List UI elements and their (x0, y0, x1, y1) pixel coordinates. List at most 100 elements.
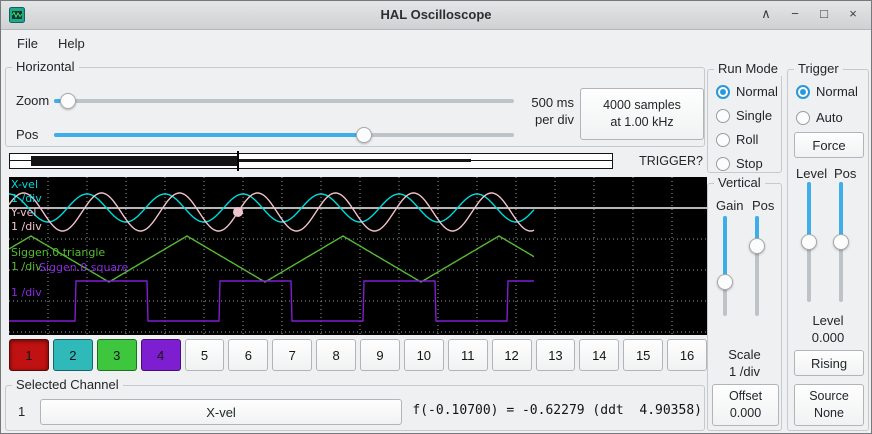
channel-button-4[interactable]: 4 (140, 339, 181, 371)
runmode-single-radio[interactable]: Single (716, 108, 772, 123)
titlebar[interactable]: HAL Oscilloscope ∧ − □ × (1, 1, 871, 30)
horizontal-group-title: Horizontal (12, 59, 79, 74)
maximize-icon[interactable]: □ (820, 6, 828, 21)
app-icon (9, 7, 25, 23)
channel-button-9[interactable]: 9 (360, 339, 400, 371)
trigger-auto-radio[interactable]: Auto (796, 110, 843, 125)
waveform-marker-dot[interactable] (233, 207, 243, 217)
vertical-gain-slider-handle[interactable] (717, 274, 733, 290)
menu-help[interactable]: Help (57, 35, 85, 51)
pos-slider-fill (54, 133, 364, 137)
trigger-source-label: Source (809, 389, 849, 403)
record-overview-bar[interactable] (9, 151, 613, 171)
scope-canvas (8, 177, 707, 335)
zoom-label: Zoom (16, 93, 50, 108)
zoom-slider-handle[interactable] (60, 93, 76, 109)
trigger-group: Trigger Normal Auto Force Level Pos Leve… (787, 61, 869, 431)
vertical-scale-value: 1 /div (728, 364, 761, 379)
window-controls: ∧ − □ × (758, 6, 861, 22)
radio-label: Auto (816, 110, 843, 125)
channel-button-12[interactable]: 12 (491, 339, 532, 371)
trigger-pos-label: Pos (834, 166, 857, 181)
runmode-stop-radio[interactable]: Stop (716, 156, 763, 171)
samples-button[interactable]: 4000 samples at 1.00 kHz (580, 88, 704, 140)
trigger-level-label: Level (796, 166, 828, 181)
overview-view-extent (238, 159, 471, 162)
vertical-gain-slider-fill (723, 216, 727, 282)
trigger-level-slider[interactable] (800, 182, 818, 302)
channel-button-14[interactable]: 14 (579, 339, 620, 371)
selected-channel-group: Selected Channel 1 X-vel f(-0.10700) = -… (5, 377, 705, 431)
radio-icon (716, 156, 730, 171)
trigger-pos-slider-handle[interactable] (833, 234, 849, 250)
minimize-icon[interactable]: − (791, 6, 799, 21)
channel-button-row: 1 2 3 4 5 6 7 8 9 10 11 12 13 14 15 16 (9, 339, 707, 371)
timebase-readout: 500 ms per div (510, 94, 574, 128)
channel-button-6[interactable]: 6 (228, 339, 269, 371)
vertical-group: Vertical Gain Pos Scale 1 /div Offset 0.… (707, 175, 782, 431)
vertical-offset-value: 0.000 (729, 406, 762, 420)
pos-slider-handle[interactable] (356, 127, 372, 143)
trigger-level-readout-label: Level (812, 313, 844, 328)
trigger-level-readout: Level 0.000 (788, 312, 868, 346)
trigger-source-button[interactable]: Source None (794, 384, 864, 426)
scope-label: Siggen.0.square (39, 261, 129, 274)
trigger-status-label: TRIGGER? (639, 154, 703, 168)
channel-source-button[interactable]: X-vel (40, 399, 402, 425)
vertical-pos-slider-handle[interactable] (749, 238, 765, 254)
trigger-level-readout-value: 0.000 (811, 330, 845, 345)
radio-label: Normal (816, 84, 858, 99)
window-title: HAL Oscilloscope (380, 7, 492, 22)
pos-label: Pos (16, 127, 39, 142)
waveform-Siggen.0.square (9, 280, 534, 322)
trigger-pos-slider[interactable] (832, 182, 850, 302)
vertical-pos-slider-fill (755, 216, 759, 246)
scope-label: 1 /div (11, 192, 42, 205)
radio-label: Roll (736, 132, 759, 147)
scope-display[interactable]: X-vel 1 /div Y-vel 1 /div Siggen.0.triangle 1… (8, 177, 707, 335)
channel-button-3[interactable]: 3 (96, 339, 137, 371)
vertical-offset-button[interactable]: Offset 0.000 (712, 384, 779, 426)
overview-position-marker[interactable] (237, 151, 239, 171)
menu-file[interactable]: File (17, 35, 38, 51)
channel-button-5[interactable]: 5 (184, 339, 225, 371)
channel-button-1[interactable]: 1 (9, 339, 49, 371)
pos-slider[interactable] (54, 126, 514, 144)
scope-label: Y-vel (11, 206, 37, 219)
trigger-pos-slider-fill (839, 182, 843, 242)
runmode-normal-radio[interactable]: Normal (716, 84, 778, 99)
vertical-pos-slider[interactable] (748, 216, 766, 316)
trigger-level-slider-fill (807, 182, 811, 242)
vertical-gain-label: Gain (716, 198, 744, 213)
scope-label: Siggen.0.triangle (11, 246, 106, 259)
trigger-force-button[interactable]: Force (794, 132, 864, 158)
channel-button-2[interactable]: 2 (52, 339, 93, 371)
channel-button-11[interactable]: 11 (447, 339, 488, 371)
channel-button-15[interactable]: 15 (623, 339, 664, 371)
radio-icon (716, 132, 730, 147)
vertical-scale-readout: Scale 1 /div (708, 346, 781, 380)
channel-button-8[interactable]: 8 (316, 339, 356, 371)
trigger-level-slider-handle[interactable] (801, 234, 817, 250)
scope-label: X-vel (11, 178, 38, 191)
vertical-gain-slider[interactable] (716, 216, 734, 316)
run-mode-group-title: Run Mode (714, 61, 782, 76)
channel-button-13[interactable]: 13 (535, 339, 576, 371)
channel-button-16[interactable]: 16 (667, 339, 707, 371)
trigger-edge-button[interactable]: Rising (794, 350, 864, 376)
zoom-slider[interactable] (54, 92, 514, 110)
trigger-normal-radio[interactable]: Normal (796, 84, 858, 99)
trigger-force-button-label: Force (812, 137, 846, 153)
scope-label: 1 /div (11, 220, 42, 233)
waveform-Y-vel (8, 192, 535, 232)
radio-label: Stop (736, 156, 763, 171)
shade-icon[interactable]: ∧ (761, 6, 771, 21)
channel-value-readout: f(-0.10700) = -0.62279 (ddt 4.90358) (412, 403, 702, 418)
channel-button-10[interactable]: 10 (403, 339, 444, 371)
runmode-roll-radio[interactable]: Roll (716, 132, 758, 147)
samples-rate: at 1.00 kHz (610, 115, 674, 129)
close-icon[interactable]: × (849, 6, 857, 21)
scope-label: 1 /div (11, 286, 42, 299)
channel-button-7[interactable]: 7 (272, 339, 313, 371)
